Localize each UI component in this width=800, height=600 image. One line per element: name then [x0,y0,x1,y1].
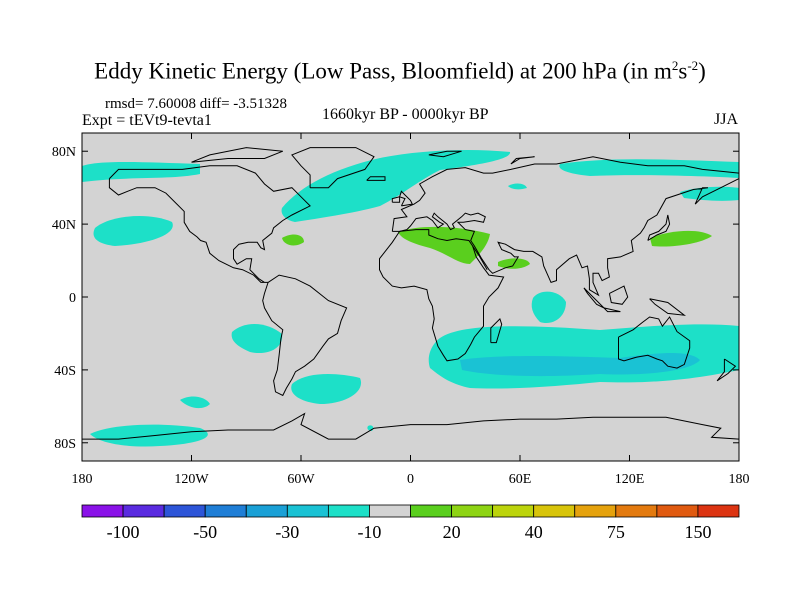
coastline [379,229,505,362]
anomaly-fields [82,150,739,447]
colorbar-box [656,504,699,518]
coastline [366,176,386,181]
colorbar-box [122,504,165,518]
stats-label: rmsd= 7.60008 diff= -3.51328 [105,96,288,112]
lon-tick-label: 180 [729,472,750,487]
colorbar-box [81,504,124,518]
lon-tick-label: 180 [72,472,93,487]
cyan-region-antarctic [90,424,208,447]
lat-tick-label: 80S [54,437,76,452]
coastline [392,178,739,297]
coastline [490,317,503,344]
colorbar-box [204,504,247,518]
lat-tick-label: 80N [52,145,76,160]
colorbar-box [327,504,370,518]
coastline [618,316,691,369]
coastline [398,190,414,207]
lon-tick-label: 60W [287,472,315,487]
colorbar-box [163,504,206,518]
coastline [391,156,739,232]
coastline [428,150,462,158]
cyan-region-south-pacific [231,323,283,354]
coastline [472,245,488,270]
colorbar-box [574,504,617,518]
map-title: Eddy Kinetic Energy (Low Pass, Bloomfiel… [94,58,706,84]
lat-tick-label: 40S [54,364,76,379]
colorbar-label: 20 [443,522,461,542]
cyan-region-arctic-siberia [559,159,739,178]
coastline [391,196,401,203]
coastline [82,412,739,440]
lon-tick-label: 120E [615,472,645,487]
period-label: 1660kyr BP - 0000kyr BP [322,106,489,123]
coastline [649,298,687,316]
colorbar-box [697,504,740,518]
lon-tick-label: 0 [407,472,414,487]
colorbar-box [369,504,411,518]
coastline [647,214,671,241]
colorbar-box [492,504,535,518]
colorbar-label: -50 [193,522,217,542]
coastlines [82,147,739,440]
lon-tick-label: 60E [509,472,532,487]
coastline [510,156,535,165]
cyan-region-north-atlantic [281,150,511,222]
cyan-region-indian-ocean [531,291,566,324]
colorbar-box [286,504,329,518]
season-label: JJA [714,111,739,128]
coastline [603,307,621,313]
lon-tick-label: 120W [174,472,209,487]
colorbar: -100 -50 -30 -10 20 40 75 150 [81,504,740,542]
colorbar-label: -30 [275,522,299,542]
colorbar-label: -10 [357,522,381,542]
coastline [583,287,605,309]
blue-region-southern-ocean [460,353,700,377]
longitude-axis: 180 120W 60W 0 60E 120E 180 [72,133,750,487]
cyan-region-south-atlantic [291,374,362,404]
lat-tick-label: 0 [69,291,76,306]
coastline [608,285,629,305]
cyan-region-pacific-45n [93,216,173,246]
green-region-east-asia [650,230,712,247]
experiment-label: Expt = tEVt9-tevta1 [82,112,212,129]
colorbar-box [410,504,452,518]
coastline [191,147,283,163]
coastline [108,165,311,283]
colorbar-label: 150 [684,522,711,542]
cyan-small-siberia [508,183,527,190]
latitude-axis: 80N 40N 0 40S 80S [52,145,739,452]
coastline [291,147,375,189]
coastline [716,358,737,382]
colorbar-box [451,504,494,518]
colorbar-box [245,504,288,518]
coastline [262,274,348,397]
colorbar-label: 40 [525,522,543,542]
green-region-atlantic [282,234,304,246]
cyan-region-pacific-60s [180,396,210,409]
green-region-north-africa [398,226,490,264]
colorbar-box [615,504,658,518]
colorbar-label: -100 [107,522,140,542]
colorbar-label: 75 [607,522,625,542]
colorbar-box [533,504,576,518]
lat-tick-label: 40N [52,218,76,233]
